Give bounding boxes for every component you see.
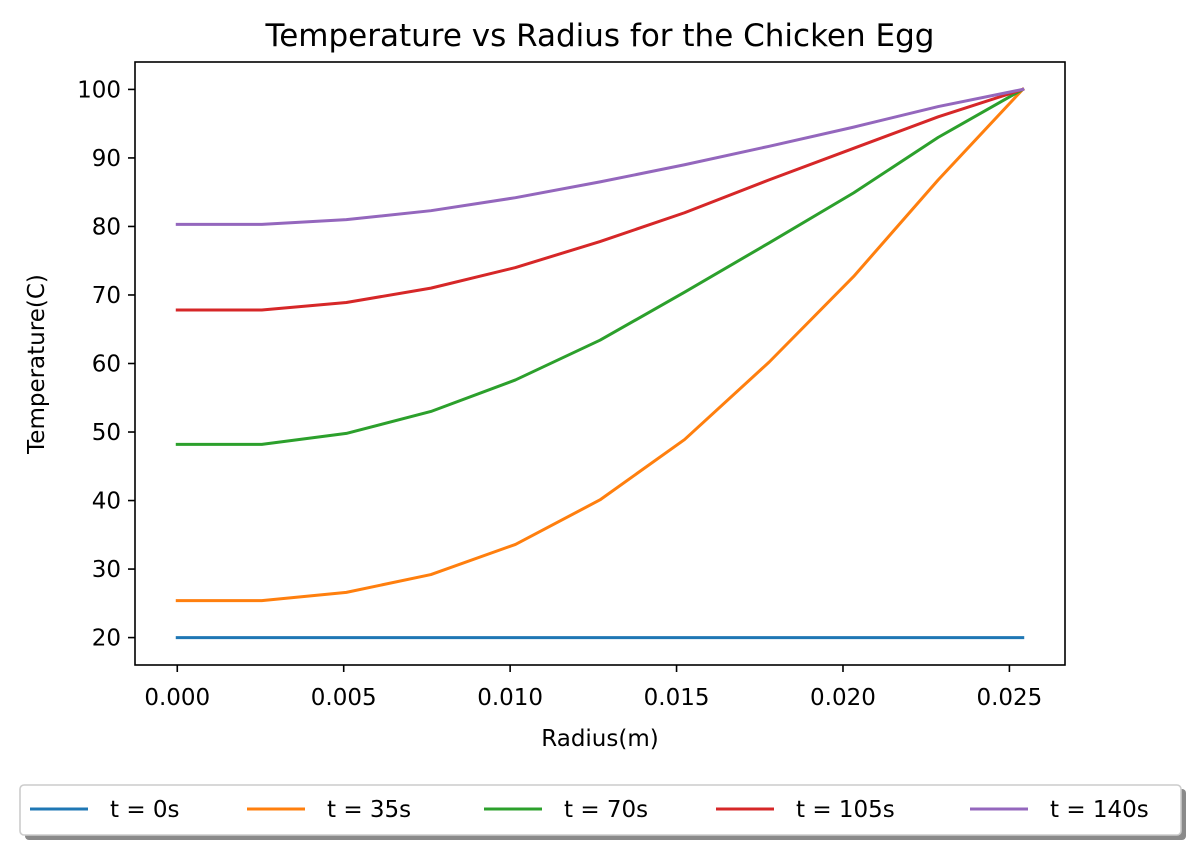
series-line-2	[175, 87, 1025, 446]
y-axis-ticks: 20 30 40 50 60 70 80 90 100	[77, 77, 135, 652]
chart-title: Temperature vs Radius for the Chicken Eg…	[265, 18, 935, 54]
legend-entries: t = 0s t = 35s t = 70s t = 105s t = 140s	[30, 797, 1149, 823]
y-tick-label: 20	[92, 626, 121, 652]
legend-label-2: t = 70s	[564, 797, 648, 823]
x-tick-label: 0.010	[477, 685, 543, 711]
y-tick-label: 60	[92, 352, 121, 378]
x-axis-label: Radius(m)	[541, 726, 658, 752]
y-tick-label: 50	[92, 420, 121, 446]
x-tick-label: 0.015	[644, 685, 710, 711]
legend-label-3: t = 105s	[796, 797, 895, 823]
legend: t = 0s t = 35s t = 70s t = 105s t = 140s	[19, 784, 1186, 840]
y-tick-label: 90	[92, 146, 121, 172]
legend-label-1: t = 35s	[327, 797, 411, 823]
series-line-4	[175, 87, 1025, 226]
x-tick-label: 0.020	[810, 685, 876, 711]
series-line-3	[175, 87, 1025, 312]
y-tick-label: 100	[77, 77, 121, 103]
series-line-1	[175, 87, 1025, 603]
x-tick-label: 0.000	[144, 685, 210, 711]
x-tick-label: 0.025	[976, 685, 1042, 711]
legend-label-4: t = 140s	[1050, 797, 1149, 823]
legend-box	[19, 784, 1182, 836]
y-tick-label: 40	[92, 489, 121, 515]
legend-label-0: t = 0s	[110, 797, 180, 823]
plot-lines	[175, 87, 1025, 640]
y-axis-label: Temperature(C)	[24, 274, 50, 455]
y-tick-label: 70	[92, 283, 121, 309]
x-tick-label: 0.005	[311, 685, 377, 711]
y-tick-label: 30	[92, 557, 121, 583]
x-axis-ticks: 0.000 0.005 0.010 0.015 0.020 0.025	[144, 665, 1042, 711]
y-tick-label: 80	[92, 214, 121, 240]
